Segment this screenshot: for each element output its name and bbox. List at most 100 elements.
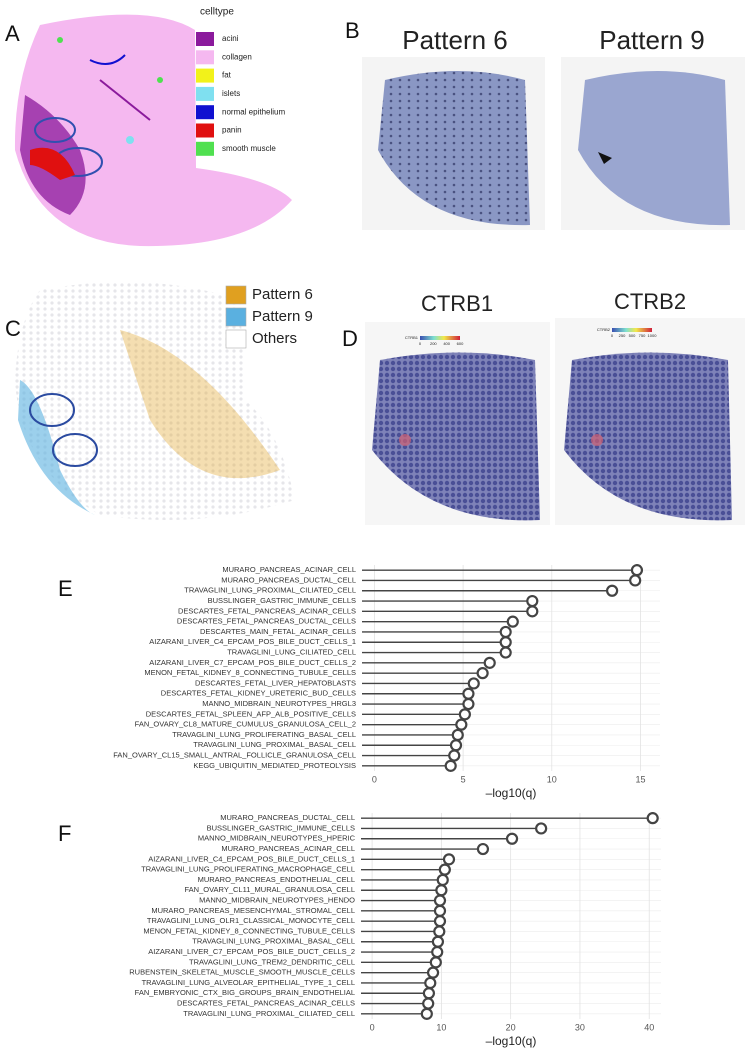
category-label: FAN_OVARY_CL11_MURAL_GRANULOSA_CELL: [185, 885, 356, 894]
point: [455, 718, 468, 731]
category-label: AIZARANI_LIVER_C4_EPCAM_POS_BILE_DUCT_CE…: [148, 854, 355, 863]
colorbar-tick: 600: [457, 341, 464, 346]
pattern9-region: [18, 380, 95, 515]
point: [433, 904, 447, 917]
category-label: FAN_OVARY_CL15_SMALL_ANTRAL_FOLLICLE_GRA…: [113, 751, 356, 760]
tissue-d1: [372, 352, 540, 521]
point: [433, 894, 447, 907]
colorbar-tick: 750: [639, 333, 646, 338]
x-tick-label: 0: [370, 1022, 375, 1032]
point: [431, 945, 444, 959]
category-label: TRAVAGLINI_LUNG_PROLIFERATING_MACROPHAGE…: [141, 865, 355, 874]
legend-swatch: [196, 123, 214, 138]
category-label: MENON_FETAL_KIDNEY_8_CONNECTING_TUBULE_C…: [144, 668, 356, 677]
category-label: TRAVAGLINI_LUNG_PROLIFERATING_BASAL_CELL: [172, 730, 356, 739]
image-title: CTRB1: [421, 291, 493, 316]
point: [499, 625, 512, 639]
point: [462, 697, 475, 711]
legend-swatch: [196, 86, 214, 101]
x-tick-label: 20: [506, 1022, 516, 1032]
point: [422, 987, 435, 1000]
colorbar-tick: 500: [629, 333, 636, 338]
point: [436, 873, 449, 887]
category-label: DESCARTES_MAIN_FETAL_ACINAR_CELLS: [200, 627, 356, 636]
tissue-a: [14, 14, 293, 247]
category-label: MANNO_MIDBRAIN_NEUROTYPES_HPERIC: [198, 834, 356, 843]
point: [449, 739, 463, 752]
category-label: KEGG_UBIQUITIN_MEDIATED_PROTEOLYSIS: [193, 761, 356, 770]
category-label: RUBENSTEIN_SKELETAL_MUSCLE_SMOOTH_MUSCLE…: [129, 968, 355, 977]
legend-swatch: [225, 329, 247, 349]
legend-swatch: [196, 32, 214, 46]
image-title: CTRB2: [614, 289, 686, 314]
point: [483, 656, 496, 669]
point: [646, 812, 659, 825]
x-tick-label: 15: [635, 774, 645, 784]
category-label: MURARO_PANCREAS_ACINAR_CELL: [221, 844, 355, 853]
category-label: AIZARANI_LIVER_C4_EPCAM_POS_BILE_DUCT_CE…: [149, 637, 356, 646]
tissue-c: [15, 282, 295, 520]
point: [476, 667, 489, 680]
point: [630, 564, 644, 577]
x-axis-label: –log10(q): [486, 786, 537, 800]
point: [499, 646, 512, 659]
legend-label: Pattern 9: [252, 308, 313, 325]
point: [444, 759, 457, 772]
point: [505, 832, 519, 845]
point: [438, 863, 451, 876]
point: [499, 636, 512, 649]
point: [629, 574, 642, 587]
category-label: MURARO_PANCREAS_DUCTAL_CELL: [220, 813, 355, 822]
category-label: TRAVAGLINI_LUNG_PROXIMAL_BASAL_CELL: [192, 937, 355, 946]
point: [451, 728, 464, 742]
point: [429, 956, 442, 969]
tissue-d2: [564, 352, 732, 521]
category-label: TRAVAGLINI_LUNG_PROXIMAL_CILIATED_CELL: [183, 1009, 355, 1018]
colorbar-tick: 200: [430, 341, 437, 346]
legend-label: acini: [222, 34, 239, 43]
category-label: MENON_FETAL_KIDNEY_8_CONNECTING_TUBULE_C…: [143, 926, 355, 935]
colorbar-tick: 0: [419, 341, 422, 346]
point: [426, 966, 440, 979]
point: [467, 677, 480, 690]
x-tick-label: 10: [547, 774, 557, 784]
panel-label: D: [342, 326, 358, 351]
hotspot: [598, 152, 612, 164]
point: [435, 884, 448, 897]
point: [433, 915, 447, 928]
point: [458, 708, 471, 721]
outline: [52, 433, 98, 467]
category-label: TRAVAGLINI_LUNG_PROXIMAL_BASAL_CELL: [193, 740, 356, 749]
point: [476, 842, 490, 856]
pattern6-region: [120, 330, 280, 479]
legend-label: fat: [222, 71, 232, 80]
colorbar-tick: 0: [611, 333, 614, 338]
category-label: DESCARTES_FETAL_KIDNEY_URETERIC_BUD_CELL…: [161, 689, 356, 698]
category-label: TRAVAGLINI_LUNG_PROXIMAL_CILIATED_CELL: [184, 586, 356, 595]
panel-label: B: [345, 18, 360, 43]
legend-label: normal epithelium: [222, 107, 285, 116]
colorbar-title: CTRB2: [597, 327, 611, 332]
category-label: FAN_OVARY_CL8_MATURE_CUMULUS_GRANULOSA_C…: [135, 720, 356, 729]
category-label: TRAVAGLINI_LUNG_ALVEOLAR_EPITHELIAL_TYPE…: [142, 978, 355, 987]
image-title: Pattern 6: [402, 25, 508, 55]
category-label: TRAVAGLINI_LUNG_TREM2_DENDRITIC_CELL: [189, 957, 355, 966]
category-label: MURARO_PANCREAS_ENDOTHELIAL_CELL: [198, 875, 355, 884]
tissue-b2: [578, 71, 730, 226]
category-label: MURARO_PANCREAS_DUCTAL_CELL: [221, 575, 356, 584]
point: [433, 925, 446, 938]
category-label: DESCARTES_FETAL_PANCREAS_ACINAR_CELLS: [178, 606, 356, 615]
category-label: DESCARTES_FETAL_PANCREAS_ACINAR_CELLS: [177, 999, 355, 1008]
legend-swatch: [196, 50, 214, 65]
category-label: MURARO_PANCREAS_MESENCHYMAL_STROMAL_CELL: [151, 906, 355, 915]
legend-title: celltype: [200, 7, 234, 18]
category-label: AIZARANI_LIVER_C7_EPCAM_POS_BILE_DUCT_CE…: [149, 658, 356, 667]
legend-label: smooth muscle: [222, 144, 276, 153]
category-label: TRAVAGLINI_LUNG_CILIATED_CELL: [227, 648, 356, 657]
tissue-b1: [378, 71, 530, 226]
x-tick-label: 0: [372, 774, 377, 784]
point: [535, 822, 548, 835]
colorbar-title: CTRB1: [405, 335, 419, 340]
category-label: MANNO_MIDBRAIN_NEUROTYPES_HRGL3: [202, 699, 356, 708]
